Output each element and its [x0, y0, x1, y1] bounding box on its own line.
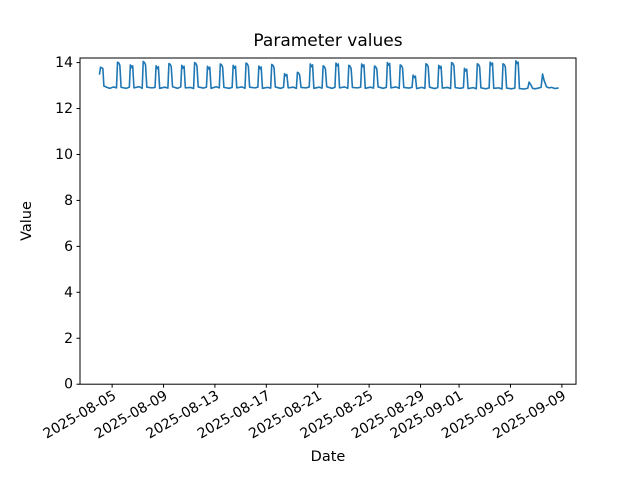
y-tick-label: 14 — [55, 55, 73, 71]
data-line — [98, 59, 559, 90]
y-axis: 0 2 4 6 8 10 12 14 — [55, 55, 80, 393]
y-tick-label: 2 — [64, 331, 73, 347]
x-axis-label: Date — [311, 449, 346, 465]
data-series — [98, 59, 559, 90]
y-tick-label: 8 — [64, 193, 73, 209]
y-tick-label: 6 — [64, 239, 73, 255]
x-axis: 2025-08-052025-08-092025-08-132025-08-17… — [41, 384, 569, 442]
plot-area-spines — [79, 57, 577, 385]
y-tick-label: 12 — [55, 101, 73, 117]
chart-title: Parameter values — [253, 31, 402, 51]
y-tick-label: 0 — [64, 377, 73, 393]
y-tick-label: 4 — [64, 285, 73, 301]
y-axis-label: Value — [19, 201, 35, 241]
y-tick-label: 10 — [55, 147, 73, 163]
